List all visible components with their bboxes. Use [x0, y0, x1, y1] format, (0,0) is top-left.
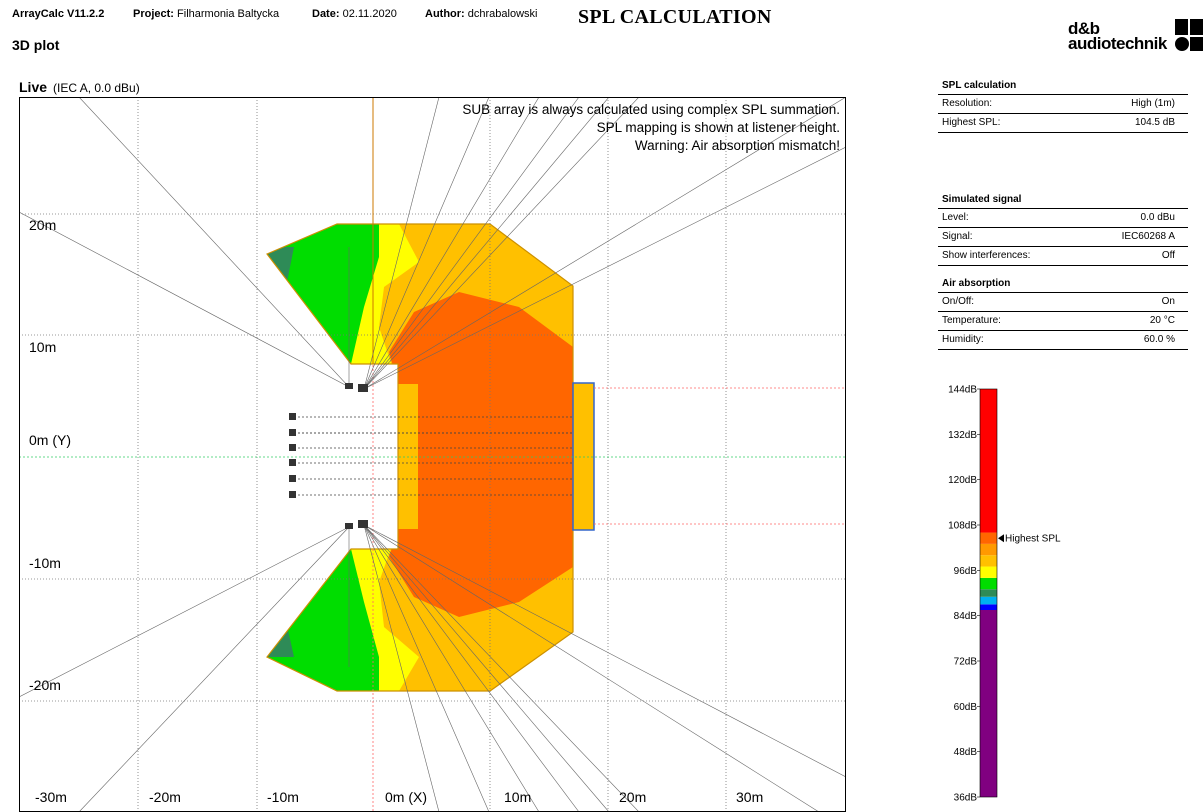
y-tick-label: 10m [29, 339, 56, 355]
x-tick-label: 0m (X) [385, 789, 427, 805]
plot-note-2: SPL mapping is shown at listener height. [597, 120, 840, 135]
simulated-signal-table: Simulated signal Level: 0.0 dBu Signal: IE… [938, 192, 1188, 266]
spl-calculation-table: SPL calculation Resolution: High (1m) Hig… [938, 78, 1188, 133]
x-tick-label: -10m [267, 789, 299, 805]
x-tick-label: 10m [504, 789, 531, 805]
scale-tick-label: 84dB [954, 611, 978, 622]
x-tick-label: -20m [149, 789, 181, 805]
table-row: Temperature: 20 °C [938, 312, 1188, 331]
scale-tick-label: 132dB [948, 430, 977, 441]
y-tick-label: -10m [29, 555, 61, 571]
plot-mode-header: Live (IEC A, 0.0 dBu) [19, 79, 140, 95]
scale-ticks: 144dB 132dB 120dB 108dB 96dB 84dB 72dB 60dB 48dB… [948, 385, 980, 804]
air-absorption-table: Air absorption On/Off: On Temperature: 20 … [938, 276, 1188, 350]
plot-note-1: SUB array is always calculated using com… [462, 102, 840, 117]
spl-map-center [398, 364, 573, 549]
scale-band [980, 577, 997, 590]
grid [19, 97, 846, 812]
stage [572, 382, 595, 531]
table-title: SPL calculation [938, 78, 1188, 95]
speaker-aim-lines [19, 97, 846, 812]
highest-spl-marker: Highest SPL [998, 534, 1061, 545]
scale-tick-label: 48dB [954, 747, 978, 758]
scale-tick-label: 120dB [948, 475, 977, 486]
y-tick-label: 0m (Y) [29, 432, 71, 448]
highest-spl-arrow [998, 534, 1004, 543]
scale-band [980, 555, 997, 567]
scale-tick-label: 72dB [954, 657, 978, 668]
sub-aim-lines [294, 416, 573, 496]
x-tick-label: 20m [619, 789, 646, 805]
plot-subtitle: 3D plot [12, 37, 60, 53]
table-row: Signal: IEC60268 A [938, 228, 1188, 247]
scale-band [980, 604, 997, 610]
table-row: Humidity: 60.0 % [938, 331, 1188, 350]
table-row: Highest SPL: 104.5 dB [938, 114, 1188, 133]
y-tick-label: -20m [29, 677, 61, 693]
table-title: Air absorption [938, 276, 1188, 293]
scale-tick-label: 108dB [948, 521, 977, 532]
spl-plot: SUB array is always calculated using com… [19, 97, 846, 812]
scale-band [980, 566, 997, 578]
table-row: Show interferences: Off [938, 247, 1188, 266]
x-tick-label: 30m [736, 789, 763, 805]
scale-band [980, 596, 997, 605]
table-title: Simulated signal [938, 192, 1188, 209]
scale-tick-label: 36dB [954, 793, 978, 804]
app-version: ArrayCalc V11.2.2 [12, 8, 105, 20]
plot-note-3: Warning: Air absorption mismatch! [635, 138, 840, 153]
x-tick-label: -30m [35, 789, 67, 805]
scale-band [980, 543, 997, 556]
scale-tick-label: 96dB [954, 566, 978, 577]
highest-spl-label: Highest SPL [1005, 534, 1061, 545]
y-tick-label: 20m [29, 217, 56, 233]
scale-band [980, 610, 997, 797]
page-title: SPL CALCULATION [578, 6, 772, 28]
table-row: Level: 0.0 dBu [938, 209, 1188, 228]
scale-band [980, 589, 997, 597]
scale-band [980, 532, 997, 544]
project-info: Project: Filharmonia Baltycka [133, 8, 280, 20]
db-audiotechnik-logo: d&b audiotechnik [1068, 19, 1203, 55]
scale-tick-label: 60dB [954, 702, 978, 713]
scale-tick-label: 144dB [948, 385, 977, 396]
author-info: Author: dchrabalowski [425, 8, 538, 20]
table-row: Resolution: High (1m) [938, 95, 1188, 114]
scale-bands [980, 389, 997, 797]
speakers [289, 383, 368, 529]
table-row: On/Off: On [938, 293, 1188, 312]
scale-band [980, 389, 997, 533]
spl-color-scale: 144dB 132dB 120dB 108dB 96dB 84dB 72dB 60dB 48dB… [948, 385, 1061, 804]
date-info: Date: 02.11.2020 [312, 8, 397, 20]
spl-map-top-wing [267, 224, 573, 384]
